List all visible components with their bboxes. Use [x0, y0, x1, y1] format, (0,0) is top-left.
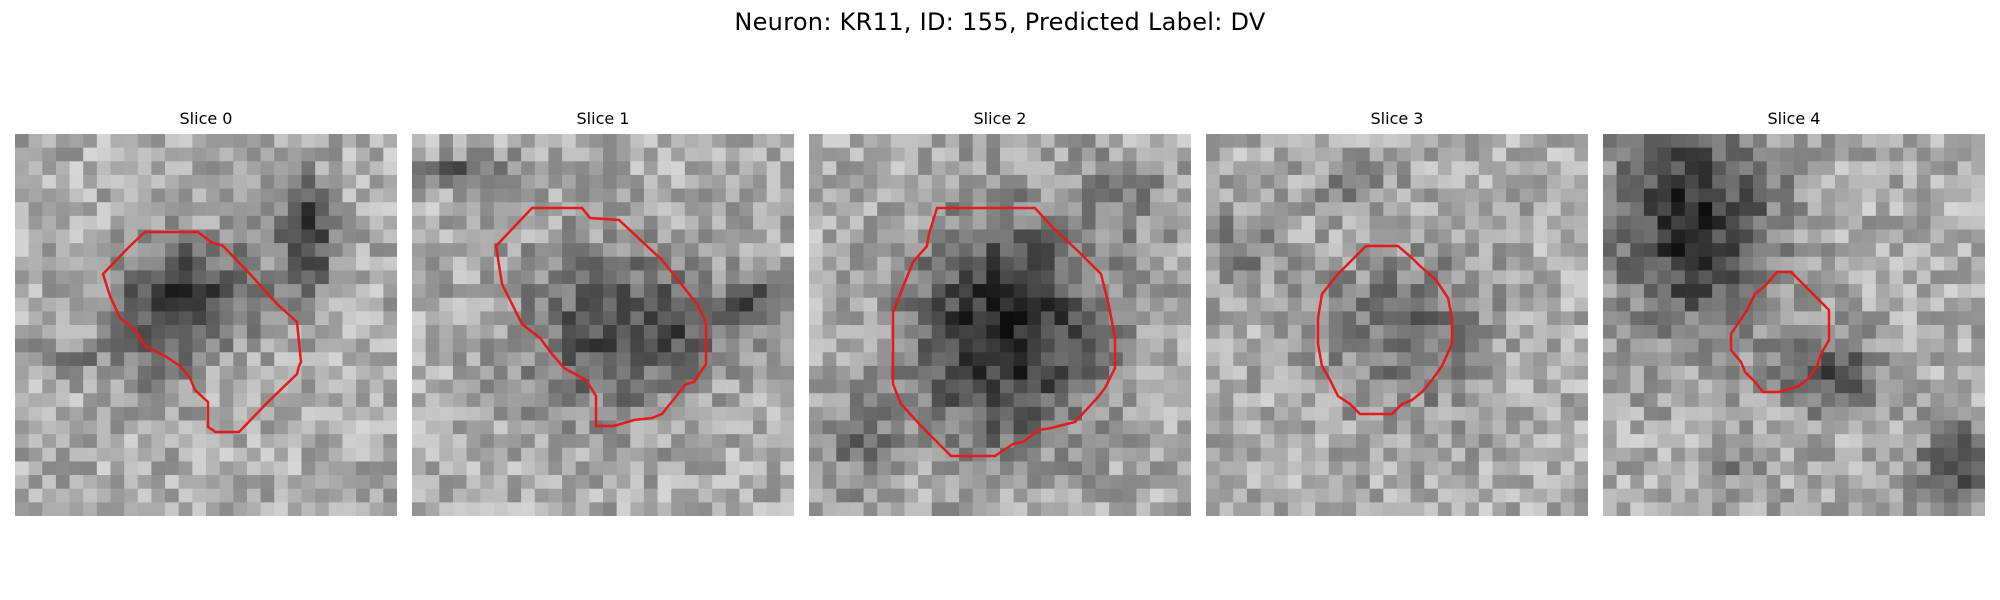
grayscale-texture [412, 134, 794, 516]
roi-contour [891, 206, 1117, 458]
slice-title: Slice 3 [1370, 109, 1424, 128]
slice-image [15, 134, 397, 516]
slice-image [809, 134, 1191, 516]
slice-title: Slice 1 [576, 109, 630, 128]
figure-title: Neuron: KR11, ID: 155, Predicted Label: … [734, 8, 1266, 36]
slice-title: Slice 0 [179, 109, 233, 128]
slice-image [1206, 134, 1588, 516]
roi-contour [101, 230, 303, 434]
slice-panel-3: Slice 3 [1206, 108, 1588, 516]
grayscale-texture [1603, 134, 1985, 516]
slice-image [412, 134, 794, 516]
slice-panel-1: Slice 1 [412, 108, 794, 516]
grayscale-texture [15, 134, 397, 516]
slice-panel-4: Slice 4 [1603, 108, 1985, 516]
slice-image [1603, 134, 1985, 516]
grayscale-texture [809, 134, 1191, 516]
roi-contour [1316, 244, 1454, 416]
slice-panel-0: Slice 0 [15, 108, 397, 516]
roi-contour [1729, 270, 1831, 394]
slice-title: Slice 2 [973, 109, 1027, 128]
grayscale-texture [1206, 134, 1588, 516]
slice-panel-2: Slice 2 [809, 108, 1191, 516]
roi-contour [494, 206, 708, 428]
slice-title: Slice 4 [1767, 109, 1821, 128]
